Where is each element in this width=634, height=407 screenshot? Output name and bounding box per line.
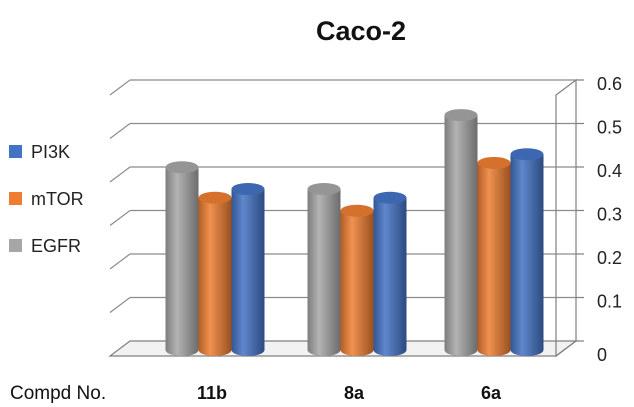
bar-egfr-8a <box>307 183 341 356</box>
x-axis-label: Compd No. <box>10 383 106 404</box>
gridline-depth <box>109 297 131 313</box>
legend-label: mTOR <box>31 189 84 209</box>
y-tick-label: 0.4 <box>597 161 622 181</box>
y-tick-label: 0.2 <box>597 248 622 268</box>
legend-item-pi3k: PI3K <box>9 142 70 162</box>
y-tick-label: 0.5 <box>597 118 622 138</box>
category-label-8a: 8a <box>344 383 365 403</box>
x-axis-categories: 11b 8a 6a <box>197 383 502 403</box>
plot-side-wall <box>555 78 577 358</box>
legend-label: PI3K <box>31 142 70 162</box>
legend-swatch <box>9 192 22 205</box>
bar-mtor-11b <box>198 191 232 356</box>
legend: PI3K mTOR EGFR <box>9 142 84 256</box>
bar-pi3k-8a <box>373 191 407 356</box>
y-tick-label: 0 <box>597 345 607 365</box>
bar-pi3k-6a <box>510 148 544 356</box>
legend-item-egfr: EGFR <box>9 236 81 256</box>
gridline-depth <box>109 210 131 226</box>
legend-item-mtor: mTOR <box>9 189 84 209</box>
bar-mtor-8a <box>340 204 374 356</box>
y-tick-label: 0.6 <box>597 74 622 94</box>
gridline-depth <box>109 166 131 183</box>
legend-swatch <box>9 145 22 158</box>
y-tick-label: 0.1 <box>597 292 622 312</box>
gridline-depth <box>109 253 131 270</box>
gridline-depth <box>109 79 131 96</box>
y-tick-label: 0.3 <box>597 205 622 225</box>
bar-mtor-6a <box>477 156 511 356</box>
chart-title: Caco-2 <box>316 16 406 46</box>
bars <box>165 109 544 356</box>
legend-label: EGFR <box>31 236 81 256</box>
bar-egfr-6a <box>444 109 478 356</box>
bar-egfr-11b <box>165 161 199 356</box>
category-label-6a: 6a <box>481 383 502 403</box>
category-label-11b: 11b <box>197 383 227 403</box>
y-axis-ticks: 0 0.1 0.2 0.3 0.4 0.5 0.6 <box>576 74 622 365</box>
bar-pi3k-11b <box>231 183 265 356</box>
gridline-depth <box>109 123 131 139</box>
legend-swatch <box>9 239 22 252</box>
